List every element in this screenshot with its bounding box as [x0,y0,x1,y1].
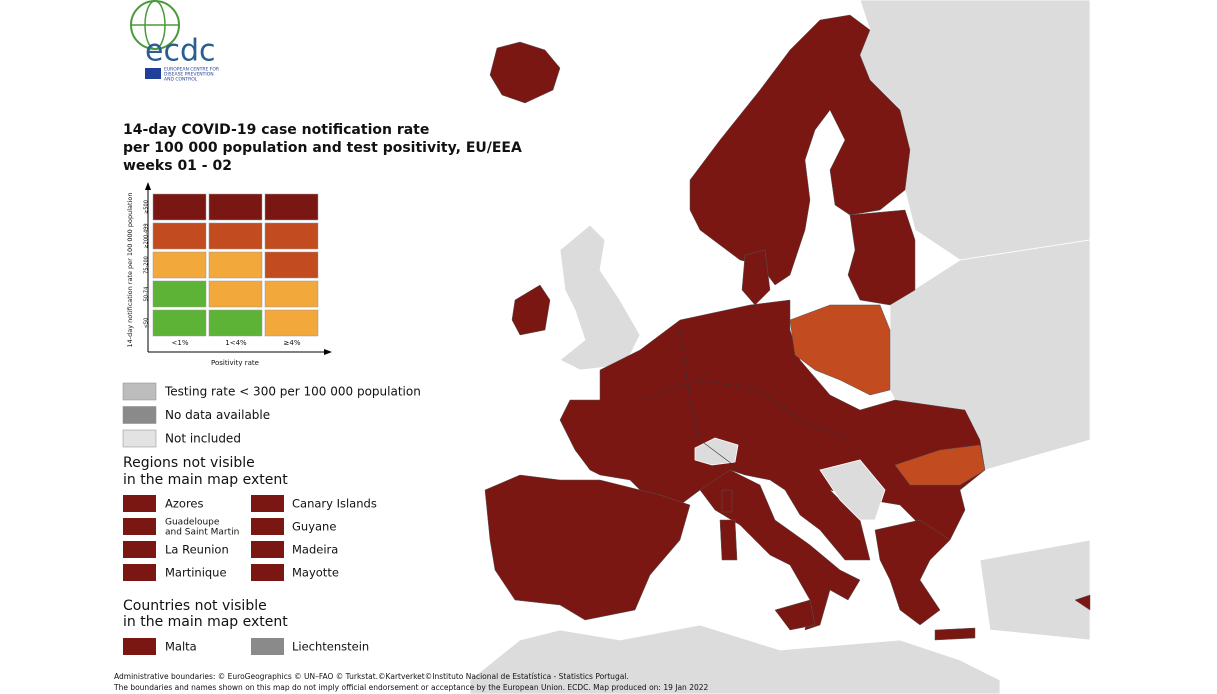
poland [789,304,891,396]
legend-swatch [122,382,157,401]
section-title: in the main map extent [123,472,288,488]
matrix-cell [152,280,207,308]
title: 14-day COVID-19 case notification rate [123,122,429,138]
region-label: Martinique [165,566,227,580]
section-title: Countries not visible [123,598,267,614]
matrix-cell [264,280,319,308]
romania [894,444,986,486]
country-label: Malta [165,640,197,654]
matrix-cell [264,309,319,337]
region-swatch [123,541,156,558]
crete [934,627,976,641]
title: per 100 000 population and test positivi… [123,140,522,156]
border [639,379,851,441]
title: weeks 01 - 02 [123,158,232,174]
matrix-cell [208,251,263,279]
map [469,0,1091,694]
italy [699,469,861,631]
country-swatch [123,638,156,655]
x-label: <1% [172,339,189,347]
region-label: Canary Islands [292,497,377,511]
axis-arrow [145,182,151,190]
y-label: ≥200-499 [144,223,150,248]
region-label: Guyane [292,520,336,534]
logo-name: ecdc [145,34,216,69]
matrix-cell [264,222,319,250]
matrix-cell [152,193,207,221]
y-label: 50-74 [144,287,150,302]
matrix-cell [208,222,263,250]
matrix-cell [264,193,319,221]
region-label: Madeira [292,543,338,557]
greece [874,519,951,626]
baltics [847,209,916,306]
region-label: Mayotte [292,566,339,580]
y-label: <50 [144,318,150,329]
region-swatch [123,518,156,535]
matrix-cell [208,309,263,337]
denmark [741,249,771,306]
iberia [484,474,691,621]
matrix-cell [152,251,207,279]
region-label: Guadeloupe [165,518,220,528]
region-label: Azores [165,497,203,511]
y-label: 75-200 [144,256,150,274]
legend-label: No data available [165,408,270,422]
footer: The boundaries and names shown on this m… [113,683,709,692]
matrix-cell [208,280,263,308]
balkans [819,459,886,521]
region-swatch [251,518,284,535]
matrix-cell [264,251,319,279]
africa [469,624,1001,694]
switzerland [694,437,739,466]
legend-swatch [122,406,157,424]
matrix-cell [208,193,263,221]
region-swatch [123,495,156,512]
region-swatch [251,564,284,581]
country-swatch [251,638,284,655]
x-title: Positivity rate [211,359,259,367]
border [679,329,741,471]
region-swatch [251,495,284,512]
axis-arrow [324,349,332,355]
legend-label: Not included [165,432,241,446]
logo-subtitle: AND CONTROL [164,77,198,83]
turkey [979,539,1091,641]
logo-subtitle: EUROPEAN CENTRE FOR [164,67,219,73]
logo-subtitle: DISEASE PREVENTION [164,72,214,78]
y-title: 14-day notification rate per 100 000 pop… [126,193,134,348]
eu-flag [145,68,161,79]
region-swatch [123,564,156,581]
region-label: and Saint Martin [165,528,239,538]
section-title: in the main map extent [123,614,288,630]
matrix-cell [152,222,207,250]
x-label: ≥4% [284,339,301,347]
country-label: Liechtenstein [292,640,369,654]
footer: Administrative boundaries: © EuroGeograp… [114,672,629,681]
united-kingdom [559,224,641,371]
section-title: Regions not visible [123,455,255,471]
corsica [721,489,733,513]
ireland [511,284,551,336]
matrix-cell [152,309,207,337]
x-label: 1<4% [225,339,247,347]
sicily [774,599,816,631]
legend-swatch [122,429,157,448]
legend-label: Testing rate < 300 per 100 000 populatio… [164,385,421,399]
y-label: ≥500 [144,200,150,214]
iceland [489,41,561,104]
region-label: La Reunion [165,543,229,557]
region-swatch [251,541,284,558]
sardinia [719,519,738,561]
cyprus [1074,594,1091,611]
